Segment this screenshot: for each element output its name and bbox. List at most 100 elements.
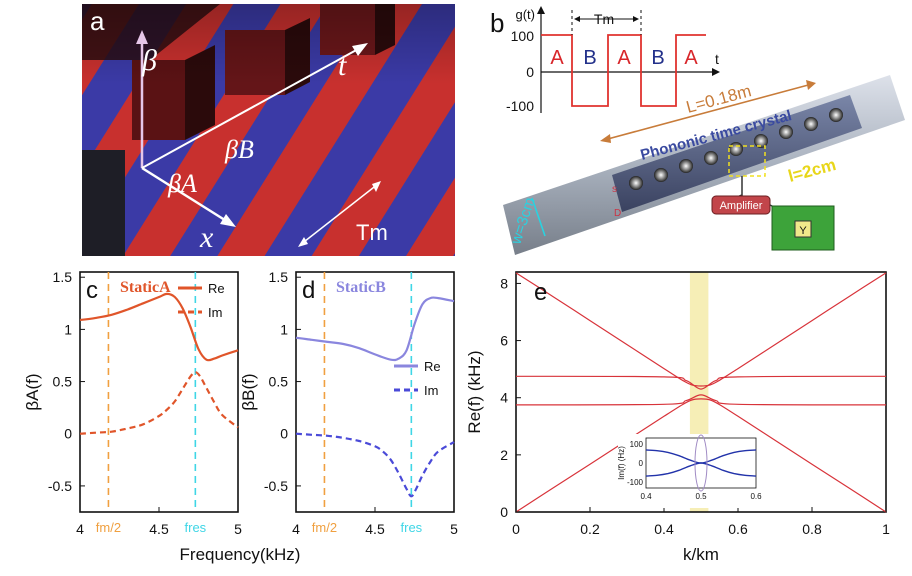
ytick-label-0: 8 — [500, 275, 508, 291]
panel-b-letter: b — [490, 8, 504, 38]
xtick-label-5: 1 — [882, 521, 890, 537]
ytick-label-4: -0.5 — [264, 478, 288, 494]
t-axis-label: t — [338, 49, 347, 82]
tm-arrow — [299, 183, 379, 246]
chart-title: StaticB — [336, 279, 386, 296]
unit-cell-box — [728, 145, 766, 177]
xtick-label-1: 4.5 — [149, 521, 169, 537]
xtick-label-2: 0.4 — [654, 521, 674, 537]
xtick-label-2: 5 — [450, 521, 458, 537]
vline-label-1: fres — [401, 520, 423, 535]
panel-letter: c — [86, 277, 98, 304]
xtick-label-1: 0.2 — [580, 521, 600, 537]
panel-a: a β βA βB x t Tm — [82, 4, 455, 256]
plot-frame — [515, 271, 887, 513]
xtick-label-0: 0 — [512, 521, 520, 537]
ytick-label-4: -0.5 — [48, 478, 72, 494]
chart-title: StaticA — [120, 279, 171, 296]
length-label: L=0.18m — [684, 81, 753, 117]
xtick-label-0: 4 — [76, 521, 84, 537]
xtick-label-1: 4.5 — [365, 521, 385, 537]
xtick-label-3: 0.6 — [728, 521, 748, 537]
ytick-label-3: 0 — [280, 426, 288, 442]
panel-a-letter: a — [90, 6, 105, 36]
band-1 — [515, 398, 887, 513]
ytick-b-0: 100 — [511, 28, 535, 44]
vline-label-1: fres — [185, 520, 207, 535]
side-label-s: s — [612, 184, 617, 195]
crystal-knobs — [629, 108, 843, 190]
g-label: g(t) — [516, 7, 536, 22]
segment-a-3: A — [684, 47, 698, 69]
inset-highlight-ellipse — [694, 434, 708, 492]
vline-label-0: fm/2 — [312, 520, 337, 535]
series-im — [295, 432, 455, 498]
ytick-b-1: 0 — [526, 64, 534, 80]
ytick-label-2: 4 — [500, 390, 508, 406]
x-axis — [141, 166, 229, 224]
t-axis — [141, 47, 361, 169]
x-axis-label: x — [199, 221, 214, 254]
panel-letter: d — [302, 277, 315, 304]
band-2 — [515, 375, 887, 390]
inset-frame — [645, 437, 757, 489]
ytick-label-2: 0.5 — [53, 374, 73, 390]
square-wave — [541, 34, 706, 107]
beta-axis-label: β — [141, 44, 157, 77]
y-axis-label: βA(f) — [23, 373, 42, 410]
legend-label-im: Im — [208, 305, 222, 320]
ytick-label-4: 0 — [500, 504, 508, 520]
tm-label: Tm — [356, 220, 388, 245]
ytick-label-3: 0 — [64, 426, 72, 442]
y-axis-label: βB(f) — [239, 373, 258, 410]
band-0 — [515, 272, 887, 387]
y-axis-label: Re(f) (kHz) — [465, 350, 484, 433]
legend-label-re: Re — [424, 359, 441, 374]
inset-xtick-1: 0.5 — [695, 492, 707, 501]
inset-ytick-0: 100 — [630, 440, 644, 449]
xtick-label-4: 0.8 — [802, 521, 822, 537]
inset-ytick-2: -100 — [627, 478, 644, 487]
series-im — [79, 371, 239, 435]
inset-xtick-0: 0.4 — [640, 492, 652, 501]
t-label-b: t — [715, 51, 719, 67]
inset-y-label: Im(f) (Hz) — [617, 446, 626, 480]
xtick-label-0: 4 — [292, 521, 300, 537]
legend-label-re: Re — [208, 281, 225, 296]
length-arrow — [603, 83, 813, 141]
chip-label: Y — [799, 225, 807, 237]
panel-e-chart: 0 0.2 0.4 0.6 0.8 1 8 6 4 2 0 e k/km Re(f) (kHz) 0.4 0.… — [465, 271, 890, 564]
segment-b-1: B — [583, 47, 596, 69]
ytick-label-1: 1 — [64, 321, 72, 337]
panel-c-chart: fm/2 fres 4 4.5 5 1.5 1 0.5 0 -0.5 c StaticA Re Im βA(… — [23, 269, 300, 564]
x-axis-label: Frequency(kHz) — [180, 545, 301, 564]
ytick-label-1: 1 — [280, 321, 288, 337]
ytick-label-0: 1.5 — [53, 269, 73, 285]
ytick-label-1: 6 — [500, 333, 508, 349]
panel-d-chart: fm/2 fres 4 4.5 5 1.5 1 0.5 0 -0.5 d StaticB Re Im βB(… — [239, 269, 458, 537]
vline-label-0: fm/2 — [96, 520, 121, 535]
xtick-label-2: 5 — [234, 521, 242, 537]
beta-b-label: βB — [224, 135, 254, 164]
panel-b: b g(t) t 100 0 -100 Tm A B A B A — [490, 6, 905, 255]
x-axis-label: k/km — [683, 545, 719, 564]
ytick-label-0: 1.5 — [269, 269, 289, 285]
series-re — [79, 292, 239, 362]
inset-xtick-2: 0.6 — [750, 492, 762, 501]
panel-letter: e — [534, 279, 547, 306]
inset-ytick-1: 0 — [639, 459, 644, 468]
amplifier-label: Amplifier — [720, 200, 763, 212]
segment-a-1: A — [550, 47, 564, 69]
segment-a-2: A — [617, 47, 631, 69]
ytick-label-3: 2 — [500, 447, 508, 463]
legend-label-im: Im — [424, 383, 438, 398]
ytick-label-2: 0.5 — [269, 374, 289, 390]
beta-a-label: βA — [167, 169, 197, 198]
tm-label-b: Tm — [594, 11, 614, 27]
width-arrow — [531, 197, 546, 237]
inset-im-lower — [645, 462, 757, 477]
ytick-b-2: -100 — [506, 98, 534, 114]
series-re — [295, 296, 455, 362]
block-front — [82, 150, 125, 256]
